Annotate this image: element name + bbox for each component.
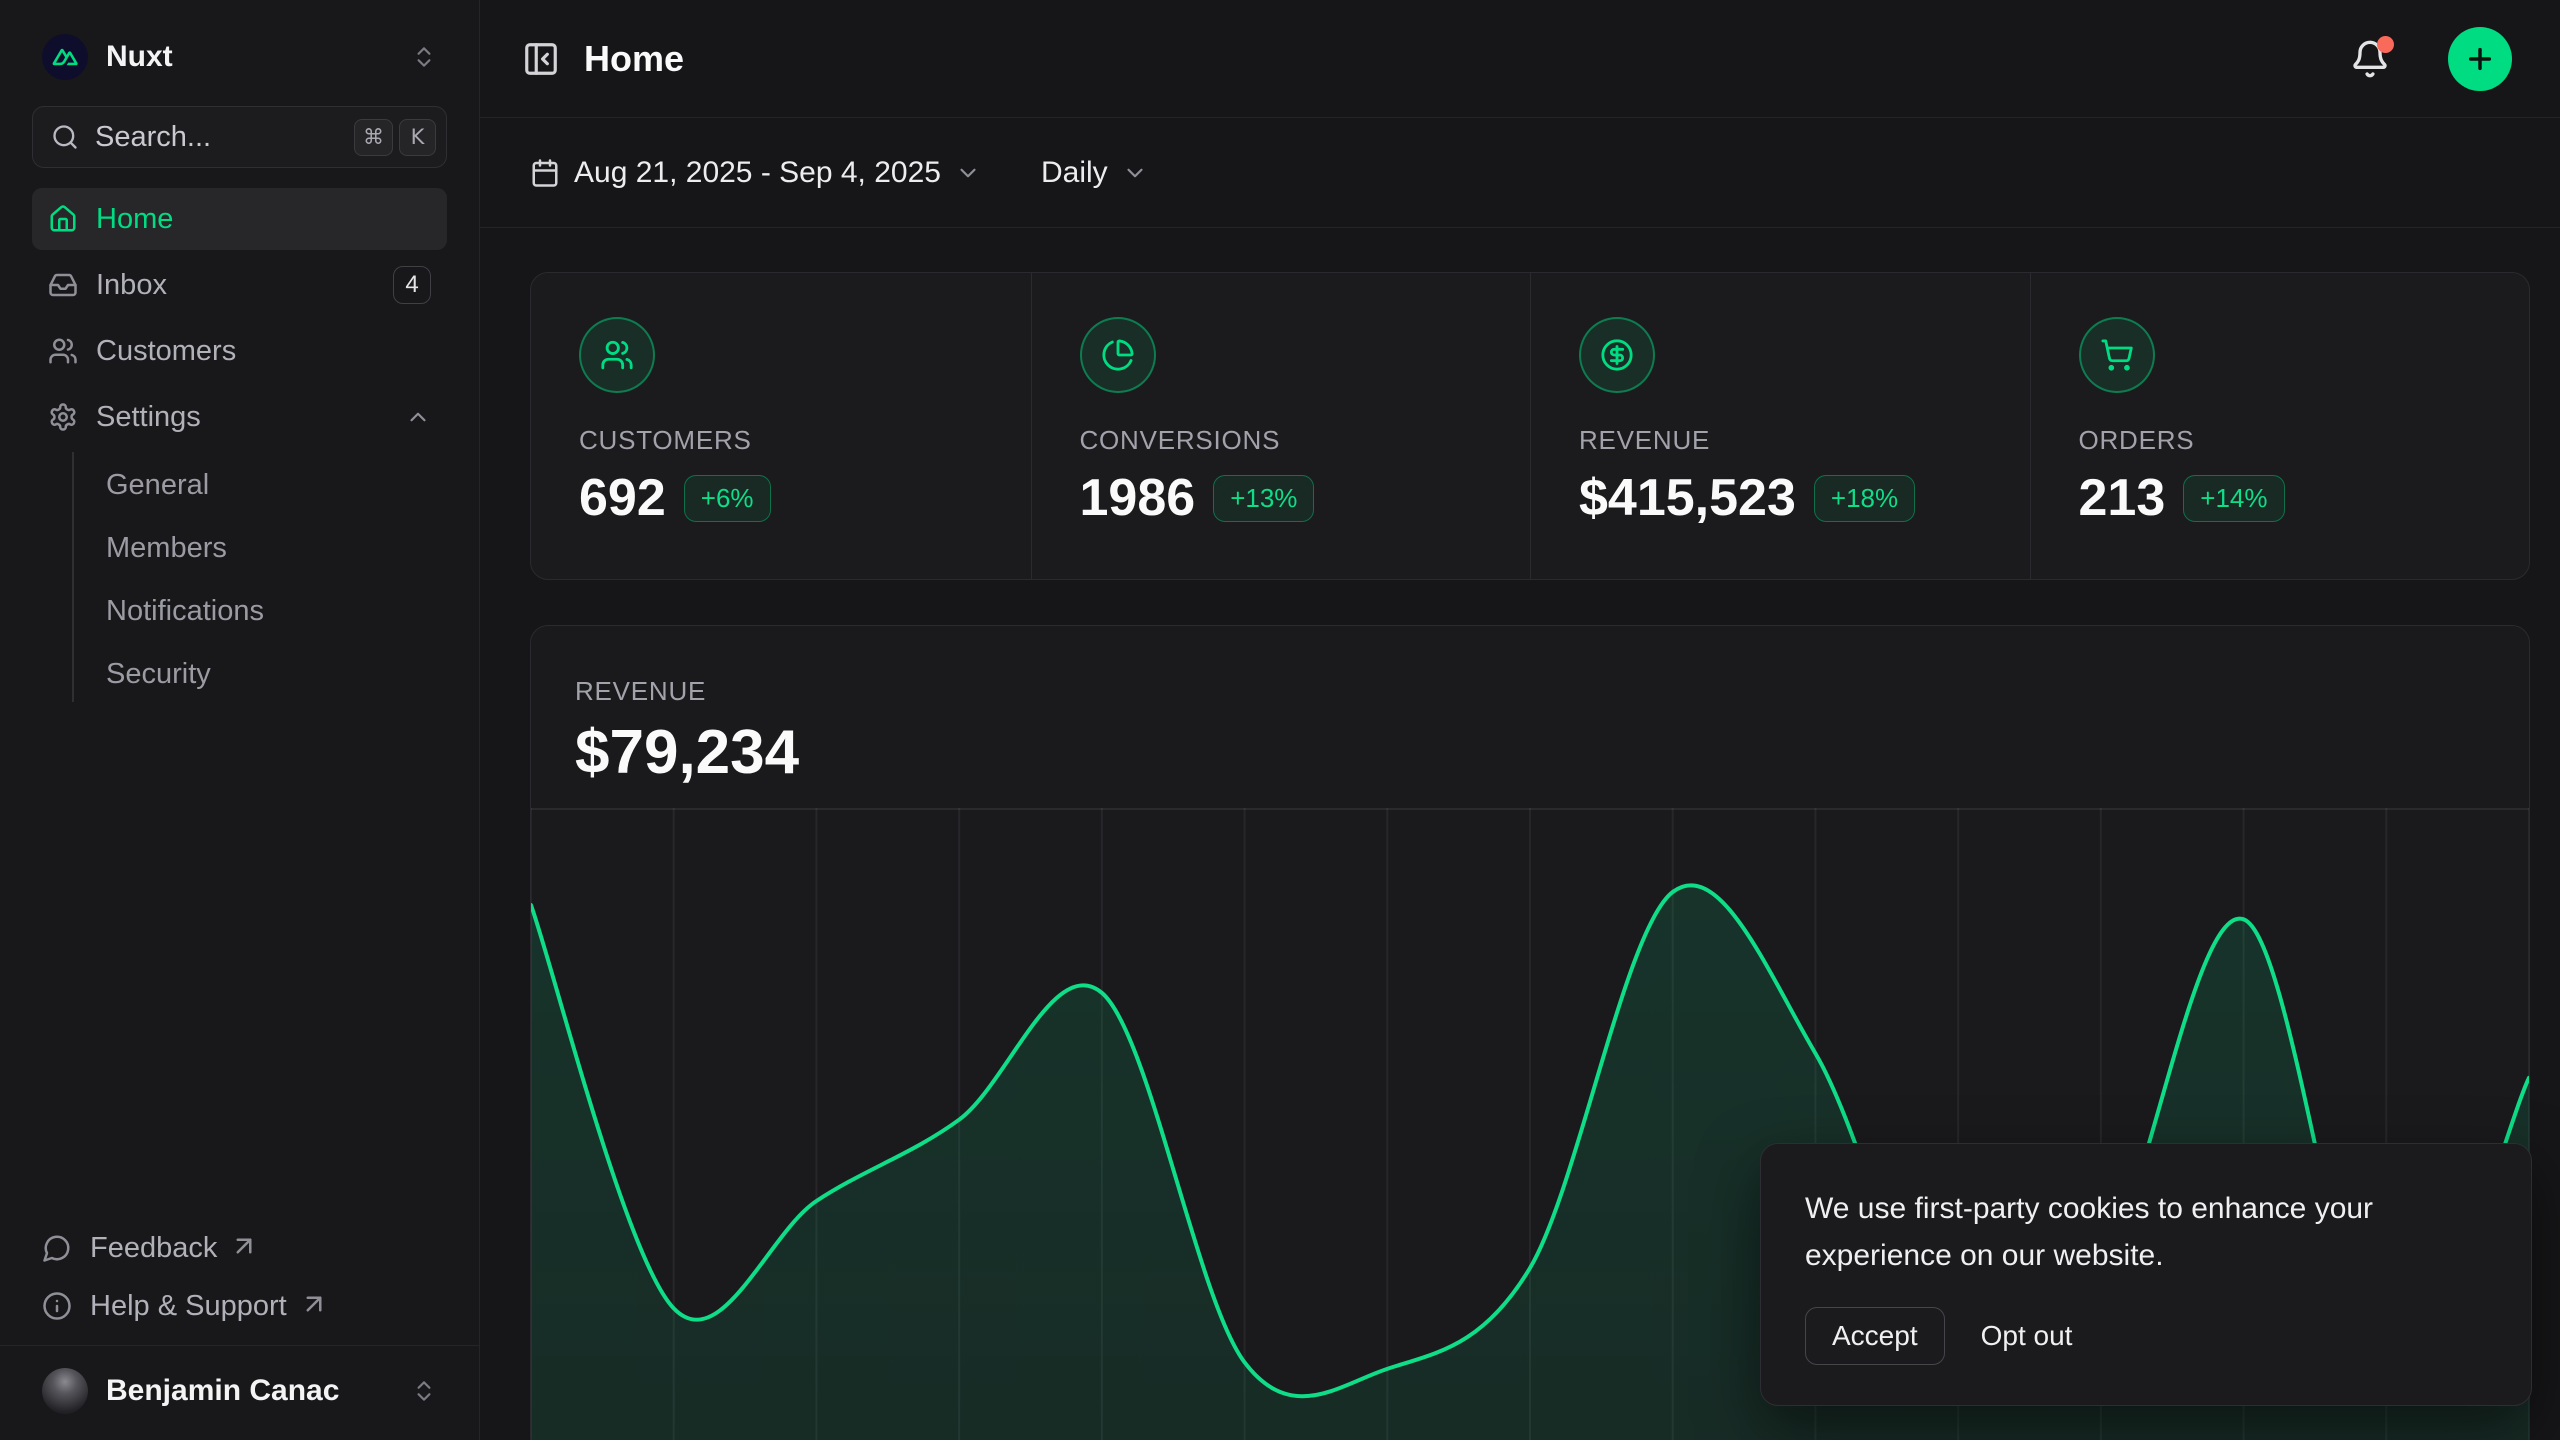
date-range-value: Aug 21, 2025 - Sep 4, 2025: [574, 155, 941, 189]
stat-value: $415,523: [1579, 469, 1796, 527]
sidebar: Nuxt Search... ⌘ K Home Inbox 4: [0, 0, 480, 1440]
revenue-chart-label: REVENUE: [575, 676, 707, 706]
stat-value: 1986: [1079, 469, 1196, 527]
stat-delta-badge: +18%: [1813, 474, 1916, 522]
date-range-picker[interactable]: Aug 21, 2025 - Sep 4, 2025: [530, 156, 981, 190]
search-placeholder: Search...: [95, 120, 212, 153]
user-menu[interactable]: Benjamin Canac: [32, 1360, 447, 1422]
sidebar-item-customers[interactable]: Customers: [32, 320, 447, 382]
stat-delta-badge: +6%: [683, 474, 771, 522]
sidebar-item-label: Customers: [96, 334, 237, 367]
sidebar-subitem-notifications[interactable]: Notifications: [106, 595, 264, 627]
panel-left-close-icon: [525, 42, 557, 75]
stat-orders[interactable]: ORDERS 213 +14%: [2029, 273, 2530, 579]
chevrons-up-down-icon: [417, 1381, 431, 1401]
inbox-count-badge: 4: [393, 266, 431, 304]
filters-toolbar: Aug 21, 2025 - Sep 4, 2025 Daily: [480, 118, 2560, 228]
gear-icon: [50, 403, 76, 431]
calendar-icon: [532, 158, 558, 187]
stat-conversions[interactable]: CONVERSIONS 1986 +13%: [1030, 273, 1531, 579]
help-support-link[interactable]: Help & Support: [32, 1277, 447, 1335]
external-link-icon: [306, 1296, 322, 1312]
user-name: Benjamin Canac: [106, 1374, 340, 1407]
sidebar-footer: Feedback Help & Support: [32, 1219, 447, 1335]
stat-label: REVENUE: [1579, 425, 1711, 455]
optout-cookies-button[interactable]: Opt out: [1980, 1320, 2073, 1351]
sidebar-item-label: Inbox: [96, 268, 167, 301]
team-switcher[interactable]: Nuxt: [32, 26, 447, 88]
kbd-cmd: ⌘: [354, 118, 393, 156]
revenue-chart-value: $79,234: [575, 718, 800, 787]
stat-label: ORDERS: [2078, 425, 2195, 455]
message-circle-icon: [43, 1235, 70, 1262]
sidebar-item-home[interactable]: Home: [32, 188, 447, 250]
granularity-value: Daily: [1040, 155, 1108, 189]
feedback-link[interactable]: Feedback: [32, 1219, 447, 1277]
sidebar-item-label: Home: [96, 202, 174, 235]
settings-subnav: General Members Notifications Security: [0, 452, 479, 712]
stat-value: 213: [2078, 469, 2166, 527]
cookie-message: We use first-party cookies to enhance yo…: [1805, 1192, 2374, 1272]
help-support-label: Help & Support: [90, 1289, 287, 1322]
kbd-k: K: [399, 118, 436, 156]
sidebar-subitem-security[interactable]: Security: [106, 658, 211, 690]
stat-label: CUSTOMERS: [579, 425, 752, 455]
stat-label: CONVERSIONS: [1079, 425, 1281, 455]
accept-cookies-button[interactable]: Accept: [1805, 1307, 1945, 1365]
stat-revenue[interactable]: REVENUE $415,523 +18%: [1530, 273, 2030, 579]
bell-icon: [2353, 40, 2387, 77]
granularity-select[interactable]: Daily: [1041, 156, 1148, 190]
sidebar-item-label: Settings: [96, 400, 201, 433]
home-icon: [50, 205, 76, 232]
stat-value: 692: [579, 469, 666, 527]
team-name: Nuxt: [106, 40, 173, 73]
sidebar-subitem-members[interactable]: Members: [106, 532, 227, 564]
search-shortcut: ⌘ K: [354, 118, 436, 156]
notification-dot: [2377, 35, 2394, 53]
notifications-button[interactable]: [2350, 35, 2394, 79]
users-icon: [49, 338, 77, 364]
cookie-banner: We use first-party cookies to enhance yo…: [1760, 1143, 2532, 1406]
search-input[interactable]: Search... ⌘ K: [32, 106, 447, 168]
sidebar-subitem-general[interactable]: General: [106, 469, 210, 501]
info-icon: [43, 1292, 71, 1320]
stat-delta-badge: +13%: [1213, 474, 1315, 522]
add-button[interactable]: [2448, 26, 2512, 91]
feedback-label: Feedback: [90, 1231, 218, 1264]
sidebar-item-settings[interactable]: Settings: [32, 386, 447, 448]
pie-chart-icon: [1101, 339, 1134, 371]
collapse-sidebar-button[interactable]: [522, 40, 560, 78]
page-title: Home: [584, 37, 685, 79]
dollar-circle-icon: [1601, 339, 1633, 371]
chevron-down-icon: [1127, 168, 1143, 177]
topbar: Home: [480, 0, 2560, 118]
shopping-cart-icon: [2100, 339, 2133, 371]
nuxt-logo-icon: [42, 34, 88, 80]
sidebar-nav: Home Inbox 4 Customers Settings General …: [0, 188, 479, 712]
inbox-icon: [49, 273, 77, 297]
sidebar-item-inbox[interactable]: Inbox 4: [32, 254, 447, 316]
plus-icon: [2468, 47, 2492, 70]
stat-customers[interactable]: CUSTOMERS 692 +6%: [531, 273, 1031, 579]
external-link-icon: [236, 1238, 252, 1254]
users-icon: [601, 340, 633, 370]
chevron-down-icon: [960, 168, 976, 177]
main-panel: Home Aug 21, 2025 - Sep 4, 2025 Daily: [480, 0, 2560, 1440]
stat-delta-badge: +14%: [2183, 474, 2285, 522]
search-icon: [53, 125, 77, 149]
avatar: [42, 1368, 88, 1414]
sidebar-divider: [0, 1345, 479, 1346]
stats-card: CUSTOMERS 692 +6% CONVERSIONS 1986 +13%: [530, 272, 2530, 580]
chevron-up-icon: [410, 412, 426, 422]
chevrons-up-down-icon: [417, 47, 431, 67]
